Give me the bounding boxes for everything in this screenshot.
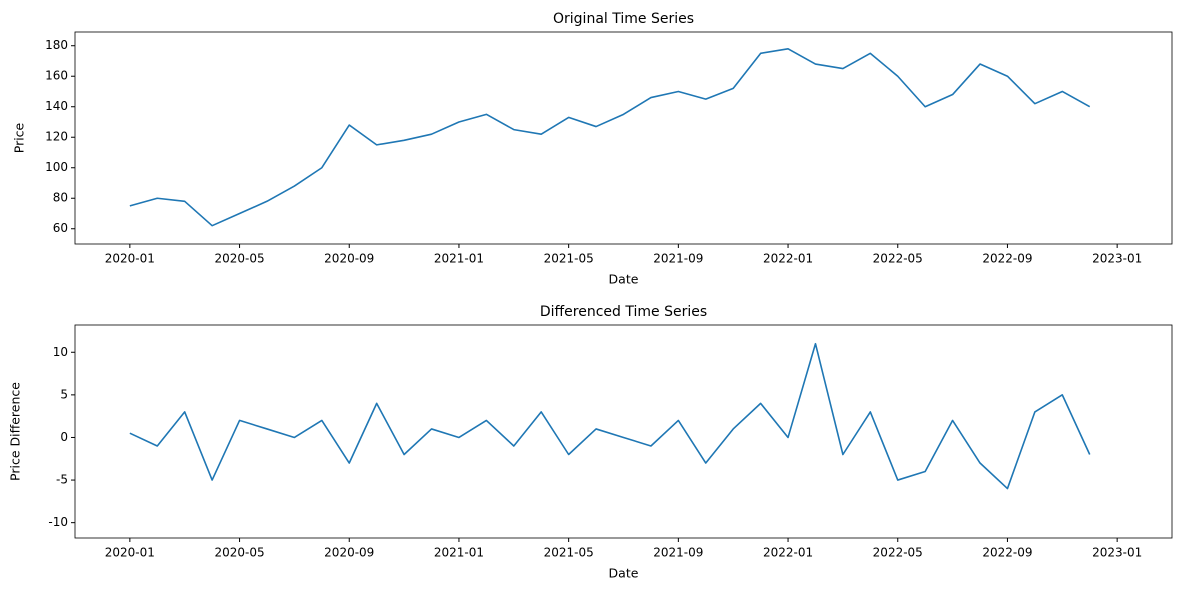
axes-frame [74, 324, 1173, 539]
y-tick-label: -5 [56, 473, 68, 487]
y-tick-label: 160 [45, 69, 68, 83]
y-tick-label: 80 [53, 191, 68, 205]
x-tick-label: 2022-01 [763, 546, 813, 560]
x-tick-label: 2021-09 [653, 546, 703, 560]
y-tick-label: 140 [45, 99, 68, 113]
x-tick-label: 2020-01 [105, 546, 155, 560]
x-tick-label: 2020-09 [324, 546, 374, 560]
y-tick-label: 120 [45, 130, 68, 144]
y-axis-label: Price [12, 122, 27, 153]
x-tick-label: 2020-09 [324, 252, 374, 266]
x-tick-label: 2022-05 [873, 252, 923, 266]
y-tick-label: 0 [60, 430, 68, 444]
panel-title: Original Time Series [553, 11, 694, 27]
y-tick-label: 5 [60, 387, 68, 401]
x-tick-label: 2022-05 [873, 546, 923, 560]
panel-title: Differenced Time Series [540, 304, 707, 320]
x-tick-label: 2021-05 [544, 252, 594, 266]
x-tick-label: 2021-01 [434, 546, 484, 560]
x-tick-label: 2021-05 [544, 546, 594, 560]
x-tick-label: 2022-09 [982, 546, 1032, 560]
y-tick-label: 10 [53, 345, 68, 359]
x-tick-label: 2022-01 [763, 252, 813, 266]
x-tick-label: 2020-05 [214, 546, 264, 560]
x-tick-label: 2022-09 [982, 252, 1032, 266]
y-tick-label: 60 [53, 221, 68, 235]
x-tick-label: 2020-01 [105, 252, 155, 266]
axes-frame [74, 31, 1173, 245]
y-tick-label: -10 [48, 515, 68, 529]
x-axis-label: Date [609, 272, 639, 287]
data-line [129, 342, 1091, 490]
y-axis-label: Price Difference [8, 382, 23, 481]
x-tick-label: 2023-01 [1092, 546, 1142, 560]
x-tick-label: 2021-09 [653, 252, 703, 266]
x-axis-label: Date [609, 566, 639, 581]
y-tick-label: 100 [45, 160, 68, 174]
x-tick-label: 2021-01 [434, 252, 484, 266]
x-tick-label: 2020-05 [214, 252, 264, 266]
y-tick-label: 180 [45, 38, 68, 52]
data-line [129, 47, 1091, 227]
x-tick-label: 2023-01 [1092, 252, 1142, 266]
